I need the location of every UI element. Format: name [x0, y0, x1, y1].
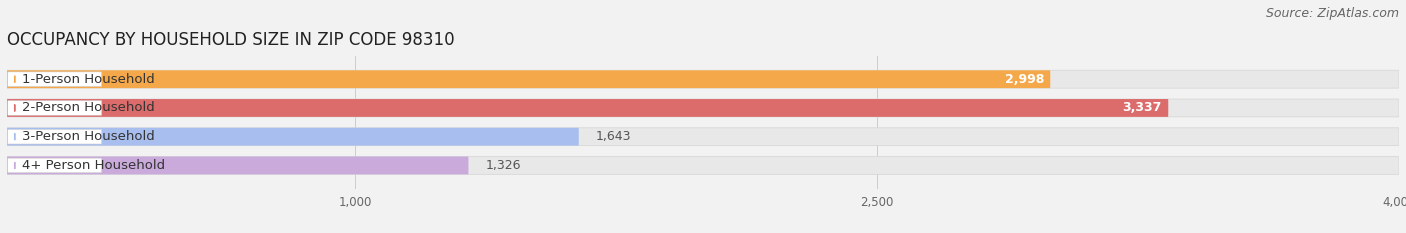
FancyBboxPatch shape: [7, 99, 1399, 117]
Text: 1-Person Household: 1-Person Household: [21, 73, 155, 86]
FancyBboxPatch shape: [7, 128, 579, 146]
FancyBboxPatch shape: [7, 129, 101, 144]
FancyBboxPatch shape: [7, 128, 1399, 146]
Text: 3-Person Household: 3-Person Household: [21, 130, 155, 143]
Text: 2,998: 2,998: [1005, 73, 1045, 86]
Text: Source: ZipAtlas.com: Source: ZipAtlas.com: [1265, 7, 1399, 20]
Text: 1,326: 1,326: [486, 159, 522, 172]
FancyBboxPatch shape: [7, 157, 1399, 174]
Text: OCCUPANCY BY HOUSEHOLD SIZE IN ZIP CODE 98310: OCCUPANCY BY HOUSEHOLD SIZE IN ZIP CODE …: [7, 31, 454, 49]
FancyBboxPatch shape: [7, 72, 101, 86]
FancyBboxPatch shape: [7, 70, 1050, 88]
Text: 2-Person Household: 2-Person Household: [21, 101, 155, 114]
Text: 4+ Person Household: 4+ Person Household: [21, 159, 165, 172]
Text: 3,337: 3,337: [1122, 101, 1161, 114]
FancyBboxPatch shape: [7, 101, 101, 115]
FancyBboxPatch shape: [7, 157, 468, 174]
Text: 1,643: 1,643: [596, 130, 631, 143]
FancyBboxPatch shape: [7, 99, 1168, 117]
FancyBboxPatch shape: [7, 158, 101, 173]
FancyBboxPatch shape: [7, 70, 1399, 88]
